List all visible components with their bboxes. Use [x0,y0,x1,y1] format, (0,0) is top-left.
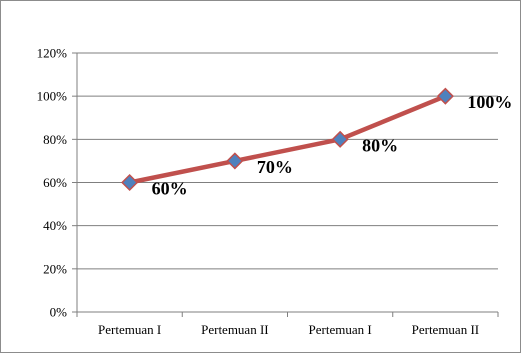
data-labels: 60% 70% 80% 100% [152,92,513,198]
y-tick-label-4: 80% [43,132,67,147]
x-tick-label-0: Pertemuan I [98,322,161,337]
x-tick-label-1: Pertemuan II [201,322,269,337]
x-tick-label-2: Pertemuan I [309,322,372,337]
data-label-3: 100% [467,92,512,112]
data-point-1 [226,152,244,170]
y-tick-label-6: 120% [37,46,68,61]
y-tick-label-5: 100% [37,89,68,104]
y-tick-labels: 0% 20% 40% 60% 80% 100% 120% [37,46,68,320]
y-tick-label-3: 60% [43,175,67,190]
data-point-0 [121,173,139,192]
data-point-2 [331,130,349,148]
y-tick-label-0: 0% [50,305,68,320]
y-tick-label-1: 20% [43,261,67,276]
series-line-group [121,87,454,192]
series-line [127,93,448,185]
data-label-1: 70% [257,157,293,177]
x-tick-label-3: Pertemuan II [412,322,480,337]
data-label-0: 60% [152,179,188,199]
data-label-2: 80% [362,135,398,155]
axes [72,52,499,317]
data-point-3 [436,87,454,105]
y-tick-label-2: 40% [43,218,67,233]
gridlines [77,52,498,270]
x-tick-labels: Pertemuan I Pertemuan II Pertemuan I Pertem… [98,322,479,337]
